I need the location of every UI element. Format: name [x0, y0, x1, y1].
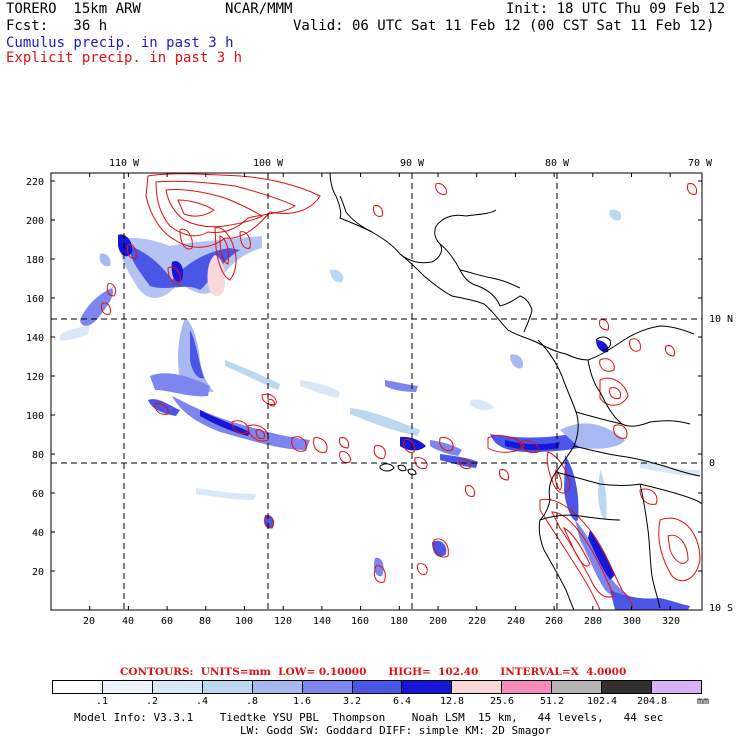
lon-label-100w: 100 W [253, 158, 284, 169]
init-time: Init: 18 UTC Thu 09 Feb 12 [506, 1, 726, 17]
x-tick-label: 140 [313, 616, 331, 627]
color-scale-cell [502, 681, 553, 693]
x-tick-label: 300 [623, 616, 641, 627]
y-tick-label: 20 [32, 567, 44, 578]
y-tick-label: 80 [32, 450, 44, 461]
plot-frame [50, 172, 703, 611]
contour-high: HIGH= 102.40 [388, 666, 479, 678]
lat-lon-grid [51, 173, 702, 610]
color-scale-unit: mm [697, 696, 710, 707]
color-scale-tick: 51.2 [539, 696, 565, 707]
x-tick-marks [50, 173, 671, 610]
contour-interval: INTERVAL=X 4.0000 [500, 666, 627, 678]
x-tick-label: 20 [83, 616, 95, 627]
color-scale-tick: .1 [95, 696, 109, 707]
color-scale-cell [352, 681, 403, 693]
lon-label-80w: 80 W [545, 158, 570, 169]
coastlines [329, 173, 702, 610]
y-tick-label: 100 [26, 411, 44, 422]
color-scale-cell [102, 681, 153, 693]
color-scale-bar [52, 680, 702, 694]
x-axis-numbers: 20 40 60 80 100 120 140 160 180 200 220 … [83, 616, 680, 627]
y-tick-label: 140 [26, 333, 44, 344]
lat-label-10s: 10 S [709, 603, 733, 614]
organization-label: NCAR/MMM [225, 1, 293, 17]
color-scale-tick: 204.8 [636, 696, 668, 707]
color-scale-tick: .4 [195, 696, 209, 707]
x-tick-label: 240 [507, 616, 525, 627]
x-tick-label: 260 [545, 616, 563, 627]
physics-info-line: LW: Godd SW: Goddard DIFF: simple KM: 2D… [240, 724, 552, 737]
color-scale-tick: .2 [145, 696, 159, 707]
x-tick-label: 200 [429, 616, 447, 627]
lon-label-110w: 110 W [109, 158, 140, 169]
y-tick-label: 60 [32, 489, 44, 500]
color-scale-cell [452, 681, 503, 693]
x-tick-label: 40 [122, 616, 134, 627]
x-tick-label: 80 [199, 616, 211, 627]
x-tick-label: 60 [161, 616, 173, 627]
valid-time: Valid: 06 UTC Sat 11 Feb 12 (00 CST Sat … [293, 18, 715, 34]
color-scale-cell [152, 681, 203, 693]
explicit-legend: Explicit precip. in past 3 h [6, 50, 243, 66]
lat-label-10n: 10 N [709, 314, 733, 325]
color-scale-cell [602, 681, 653, 693]
explicit-precip-contours [101, 173, 701, 610]
contour-label: CONTOURS: [120, 666, 194, 678]
y-axis-numbers: 20 40 60 80 100 120 140 160 180 200 220 [26, 177, 44, 578]
color-scale-cell [53, 681, 103, 693]
y-tick-label: 40 [32, 528, 44, 539]
x-tick-label: 100 [235, 616, 253, 627]
lon-label-70w: 70 W [688, 158, 713, 169]
x-tick-label: 120 [274, 616, 292, 627]
color-scale-cell [252, 681, 303, 693]
model-info-line: Model Info: V3.3.1 Tiedtke YSU PBL Thomp… [74, 711, 664, 724]
x-tick-label: 280 [584, 616, 602, 627]
color-scale-cell [652, 681, 701, 693]
color-scale-tick: 25.6 [489, 696, 515, 707]
y-tick-label: 120 [26, 372, 44, 383]
forecast-hour: Fcst: 36 h [6, 18, 108, 34]
x-tick-label: 180 [390, 616, 408, 627]
contour-low: LOW= 0.10000 [278, 666, 367, 678]
color-scale-tick: 3.2 [342, 696, 362, 707]
y-tick-label: 180 [26, 255, 44, 266]
x-tick-label: 320 [662, 616, 680, 627]
color-scale-tick: 6.4 [392, 696, 412, 707]
y-tick-label: 160 [26, 294, 44, 305]
cumulus-precip-areas [60, 209, 700, 610]
color-scale-cell [202, 681, 253, 693]
lon-label-90w: 90 W [400, 158, 425, 169]
cumulus-legend: Cumulus precip. in past 3 h [6, 35, 234, 51]
x-tick-label: 220 [468, 616, 486, 627]
y-tick-marks [51, 180, 702, 611]
lat-label-0: 0 [709, 458, 715, 469]
x-tick-label: 160 [351, 616, 369, 627]
color-scale-labels: .1 .2 .4 .8 1.6 3.2 6.4 12.8 25.6 51.2 102.4 204.8 [52, 696, 702, 708]
color-scale-cell [302, 681, 353, 693]
model-title: TORERO 15km ARW [6, 1, 141, 17]
contour-info: CONTOURS: UNITS=mm LOW= 0.10000 HIGH= 10… [120, 666, 626, 678]
contour-units: UNITS=mm [200, 666, 271, 678]
color-scale-cell [552, 681, 603, 693]
color-scale-tick: .8 [245, 696, 259, 707]
color-scale-cell [402, 681, 453, 693]
y-tick-label: 200 [26, 216, 44, 227]
precip-field [60, 173, 702, 610]
color-scale-tick: 102.4 [586, 696, 618, 707]
color-scale-tick: 12.8 [439, 696, 465, 707]
color-scale-tick: 1.6 [292, 696, 312, 707]
y-tick-label: 220 [26, 177, 44, 188]
